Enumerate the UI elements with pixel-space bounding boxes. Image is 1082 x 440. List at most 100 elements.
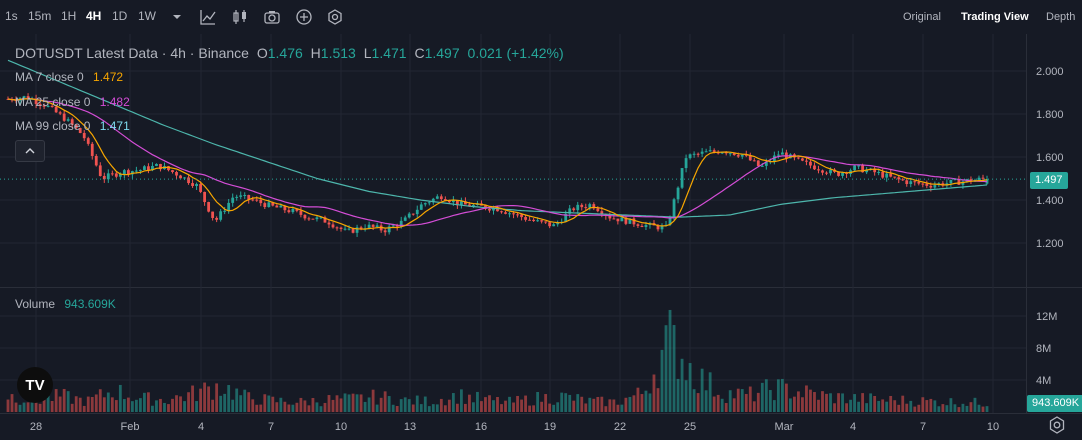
collapse-legend-button[interactable]	[15, 140, 45, 162]
volume-bar	[881, 399, 885, 412]
volume-bar	[74, 396, 78, 412]
volume-bar	[427, 406, 431, 412]
candle-body	[504, 212, 507, 214]
volume-bar	[572, 400, 576, 412]
timeframe-4h[interactable]: 4H	[86, 9, 102, 23]
price-tick-label: 1.200	[1036, 238, 1064, 250]
candle-body	[219, 211, 223, 220]
candle-body	[921, 183, 925, 185]
volume-bar	[784, 383, 788, 412]
candle-body	[110, 173, 114, 175]
volume-bar	[957, 407, 961, 412]
volume-bar	[596, 396, 600, 412]
volume-bar	[540, 401, 544, 412]
volume-bar	[817, 399, 820, 412]
volume-bar	[114, 400, 118, 412]
camera-icon[interactable]	[263, 8, 281, 26]
volume-bar	[50, 400, 54, 412]
volume-bar	[46, 394, 50, 412]
candle-body	[632, 218, 636, 225]
ma25-legend: MA 25 close 0 1.482	[15, 95, 130, 109]
candle-body	[46, 105, 50, 107]
volume-bar	[383, 391, 387, 412]
candle-body	[732, 153, 736, 156]
candle-body	[584, 207, 588, 209]
volume-bar	[660, 349, 664, 412]
candle-body	[889, 173, 893, 177]
view-depth[interactable]: Depth	[1046, 11, 1076, 23]
volume-bar	[576, 394, 580, 412]
volume-bar	[608, 399, 612, 412]
candles-icon[interactable]	[231, 8, 249, 26]
candle-body	[151, 165, 154, 171]
candle-body	[740, 154, 744, 157]
timeframe-1d[interactable]: 1D	[112, 9, 128, 23]
candle-body	[672, 199, 676, 219]
timeframe-1w[interactable]: 1W	[138, 9, 156, 23]
volume-bar	[303, 400, 307, 412]
line-chart-icon[interactable]	[199, 8, 217, 26]
plus-circle-icon[interactable]	[295, 8, 313, 26]
candle-body	[612, 218, 616, 220]
volume-bar	[480, 401, 483, 412]
candle-body	[355, 227, 359, 233]
volume-bar	[724, 403, 728, 412]
volume-bar	[684, 380, 688, 412]
volume-bar	[447, 399, 451, 412]
gear-icon[interactable]	[326, 8, 344, 26]
volume-bar	[905, 403, 909, 412]
candle-body	[780, 152, 784, 155]
candle-body	[411, 213, 415, 215]
volume-bar	[403, 397, 407, 412]
x-tick-label: 16	[475, 421, 487, 433]
candle-body	[395, 225, 399, 227]
candle-body	[692, 153, 696, 155]
volume-bar	[584, 403, 588, 412]
volume-value: 943.609K	[64, 297, 116, 311]
volume-bar	[26, 402, 30, 412]
volume-bar	[315, 402, 319, 412]
candle-body	[455, 200, 459, 206]
volume-bar	[845, 403, 848, 412]
candle-body	[600, 211, 604, 215]
volume-bar	[375, 404, 379, 412]
volume-bar	[496, 396, 499, 412]
candle-body	[159, 163, 162, 170]
candle-body	[295, 208, 299, 211]
volume-bar	[488, 395, 491, 412]
candle-body	[496, 207, 499, 212]
volume-bar	[207, 386, 211, 412]
candle-body	[572, 208, 576, 211]
candle-body	[596, 208, 600, 212]
chevron-down-icon[interactable]	[168, 8, 186, 26]
volume-bar	[118, 384, 122, 412]
volume-bar	[227, 385, 231, 412]
volume-bar	[251, 399, 255, 412]
candle-body	[977, 177, 981, 180]
volume-bar	[704, 390, 708, 412]
volume-bar	[805, 385, 808, 412]
tradingview-logo[interactable]: TV	[17, 367, 53, 403]
timeframe-15m[interactable]: 15m	[28, 9, 52, 23]
x-tick-label: Feb	[121, 421, 140, 433]
candle-body	[877, 171, 881, 173]
candle-body	[873, 168, 877, 173]
timeframe-1h[interactable]: 1H	[61, 9, 77, 23]
candle-body	[299, 210, 303, 215]
volume-bar	[552, 404, 556, 412]
volume-bar	[155, 400, 158, 412]
x-tick-label: 22	[614, 421, 626, 433]
volume-bar	[90, 397, 94, 412]
view-trading-view[interactable]: Trading View	[961, 11, 1029, 23]
settings-icon[interactable]	[1046, 414, 1068, 436]
volume-bar	[335, 395, 339, 412]
volume-bar	[760, 382, 764, 412]
candle-body	[608, 215, 612, 219]
volume-bar	[853, 394, 856, 412]
volume-bar	[171, 398, 174, 412]
timeframe-1s[interactable]: 1s	[5, 9, 18, 23]
candle-body	[215, 217, 219, 220]
candle-body	[704, 151, 708, 153]
view-original[interactable]: Original	[903, 11, 941, 23]
